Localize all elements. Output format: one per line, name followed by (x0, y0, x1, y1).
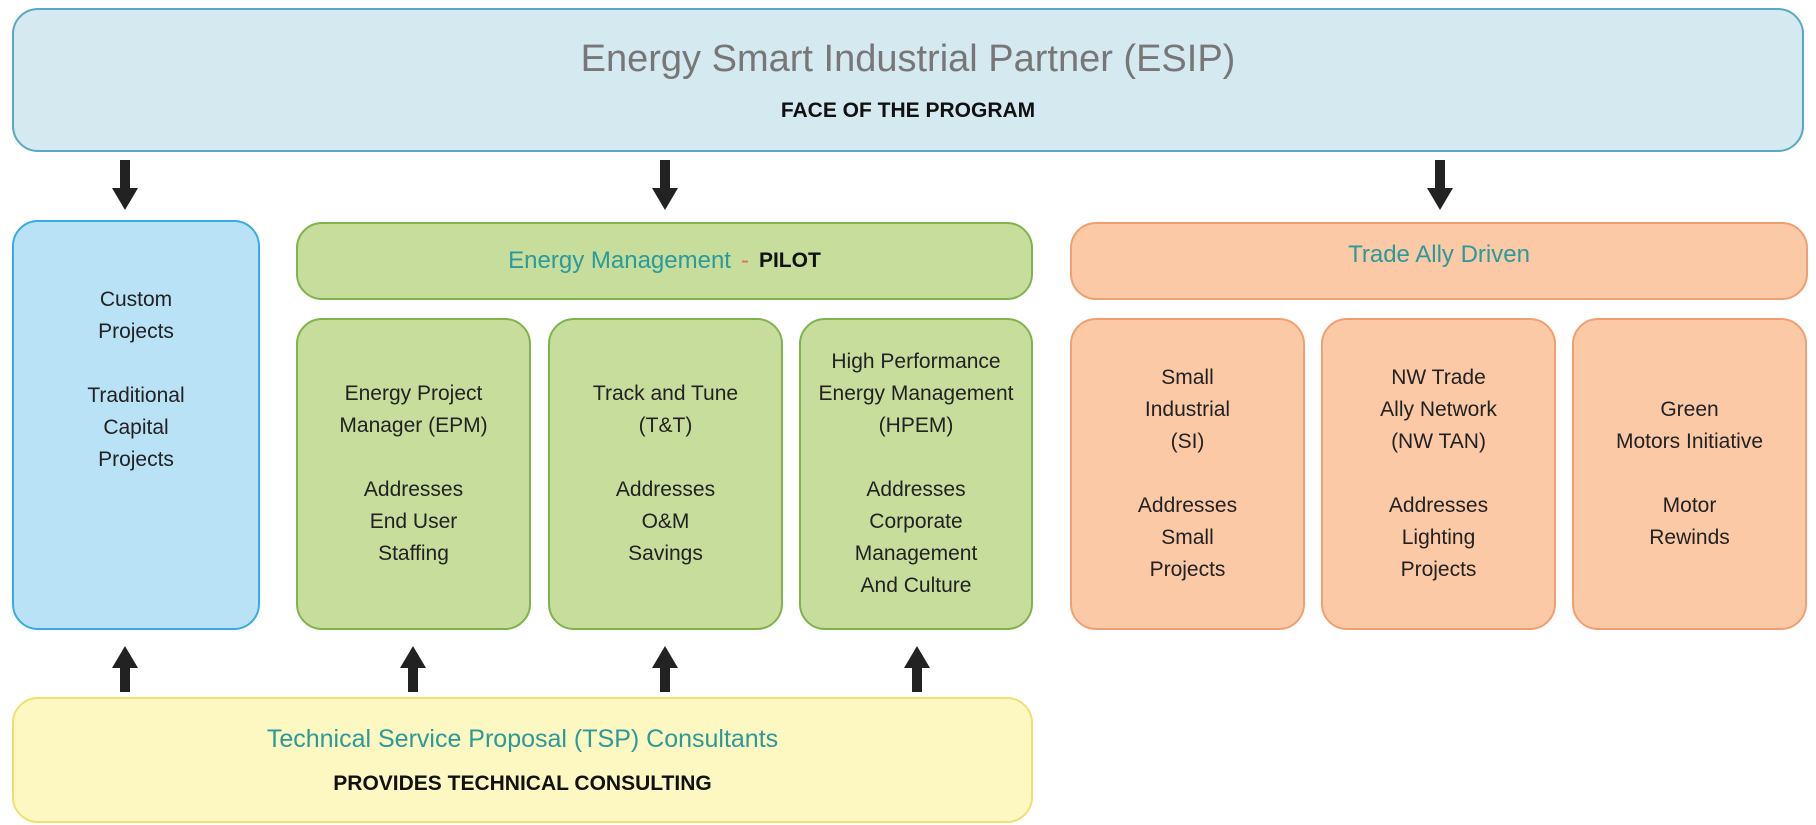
em-header: Energy Management - PILOT (296, 222, 1033, 300)
em-box: High Performance Energy Management (HPEM) A… (799, 318, 1033, 630)
box-line: Small (1161, 366, 1214, 389)
em-box: Energy Project Manager (EPM) Addresses End … (296, 318, 531, 630)
arrow-down (652, 160, 678, 210)
esip-subtitle: FACE OF THE PROGRAM (780, 98, 1036, 122)
box-line: Management (854, 542, 978, 565)
box-line: End User (369, 510, 458, 533)
box-line: Corporate (869, 510, 963, 533)
box-line: Track and Tune (592, 382, 739, 405)
arrow-up (652, 646, 678, 692)
box-line: (T&T) (638, 414, 693, 437)
box-line: Industrial (1144, 398, 1231, 421)
box-line: (NW TAN) (1391, 430, 1486, 453)
box-line: Motor (1662, 494, 1717, 517)
box-line: Savings (628, 542, 703, 565)
box-line: Addresses (615, 478, 716, 501)
box-line: Projects (1149, 558, 1226, 581)
arrow-up (112, 646, 138, 692)
ta-box: Small Industrial (SI) Addresses Small Project… (1070, 318, 1305, 630)
box-line: Traditional (87, 384, 185, 407)
em-separator: - (740, 247, 749, 274)
em-label: Energy Management (508, 247, 731, 274)
box-line: Addresses (1388, 494, 1489, 517)
custom-box: Custom Projects Traditional Capital Projects (12, 220, 260, 630)
box-line: Rewinds (1649, 526, 1730, 549)
arrow-down (112, 160, 138, 210)
box-line: Green (1660, 398, 1719, 421)
arrow-group (112, 160, 1453, 692)
box-line: Addresses (363, 478, 464, 501)
box-line: Addresses (1137, 494, 1238, 517)
box-line: Addresses (866, 478, 966, 501)
box-line: Capital (103, 416, 169, 439)
ta-box: NW Trade Ally Network (NW TAN) Addresses Lig… (1321, 318, 1556, 630)
box-line: Small (1161, 526, 1214, 549)
box-line: (SI) (1170, 430, 1205, 453)
em-tag: PILOT (758, 249, 821, 272)
arrow-up (400, 646, 426, 692)
ta-header: Trade Ally Driven (1070, 222, 1808, 300)
box-line: Energy Management (818, 382, 1014, 405)
box-line: Projects (98, 448, 174, 471)
box-line: Motors Initiative (1615, 430, 1764, 453)
arrow-down (1427, 160, 1453, 210)
ta-label: Trade Ally Driven (1348, 241, 1530, 268)
box-line: Ally Network (1380, 398, 1497, 421)
esip-box: Energy Smart Industrial Partner (ESIP) F… (12, 8, 1804, 152)
box-line: Energy Project (344, 382, 483, 405)
box-line: (HPEM) (878, 414, 954, 437)
box-line: NW Trade (1391, 366, 1486, 389)
box-line: Staffing (378, 542, 449, 565)
tsp-title: Technical Service Proposal (TSP) Consult… (266, 724, 779, 753)
tsp-box: Technical Service Proposal (TSP) Consult… (12, 697, 1033, 823)
box-line: Lighting (1401, 526, 1476, 549)
tsp-subtitle: PROVIDES TECHNICAL CONSULTING (333, 771, 712, 795)
box-line: Manager (EPM) (339, 414, 488, 437)
box-line: Projects (98, 320, 174, 343)
esip-title: Energy Smart Industrial Partner (ESIP) (580, 37, 1236, 80)
box-line: High Performance (831, 350, 1001, 373)
ta-box: Green Motors Initiative Motor Rewinds (1572, 318, 1807, 630)
arrow-up (904, 646, 930, 692)
em-box: Track and Tune (T&T) Addresses O&M Savings (548, 318, 783, 630)
box-line: Projects (1400, 558, 1477, 581)
box-line: And Culture (860, 574, 972, 597)
box-line: O&M (641, 510, 690, 533)
box-line: Custom (99, 288, 173, 311)
